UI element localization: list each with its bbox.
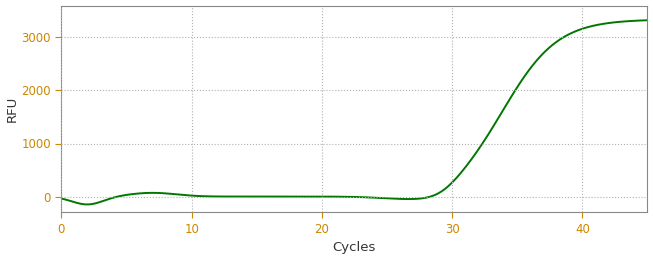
Y-axis label: RFU: RFU <box>6 96 18 122</box>
X-axis label: Cycles: Cycles <box>333 242 376 255</box>
